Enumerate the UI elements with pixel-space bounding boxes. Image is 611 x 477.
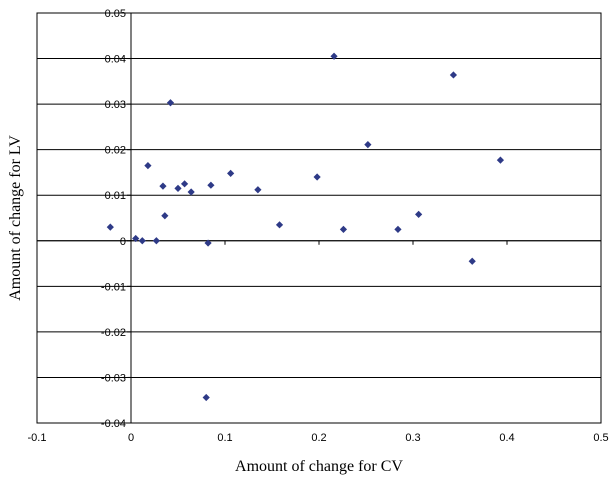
data-point [275, 221, 284, 229]
y-tick-label: 0 [120, 236, 126, 248]
x-tick-label: 0.5 [593, 432, 608, 444]
data-point [152, 237, 160, 245]
y-tick-label: 0.01 [105, 190, 126, 202]
plot-area [36, 12, 602, 424]
data-point [449, 71, 458, 79]
y-axis-ticks: -0.04 -0.03 -0.02 -0.01 0 0.01 0.02 0.03 0.04 0.0… [101, 8, 131, 430]
y-tick-label: 0.04 [105, 54, 126, 66]
data-point [254, 186, 262, 194]
data-point [394, 225, 402, 233]
x-tick-label: 0.4 [499, 432, 514, 444]
data-points [106, 52, 505, 402]
data-point [339, 225, 348, 233]
data-point [187, 188, 195, 196]
data-point [202, 393, 210, 402]
y-tick-label: -0.03 [101, 372, 126, 384]
data-point [227, 169, 235, 177]
x-axis-ticks: -0.1 0 0.1 0.2 0.3 0.4 0.5 [28, 240, 609, 444]
y-tick-label: -0.01 [101, 281, 126, 293]
data-point [106, 223, 114, 231]
y-tick-label: -0.02 [101, 327, 126, 339]
x-tick-label: 0.2 [311, 432, 326, 444]
data-point [174, 184, 182, 192]
data-point [496, 156, 505, 164]
data-point [159, 182, 167, 190]
data-point [364, 141, 372, 149]
y-tick-label: 0.02 [105, 145, 126, 157]
y-tick-label: -0.04 [101, 418, 126, 430]
data-point [132, 234, 140, 243]
data-point [166, 99, 175, 107]
x-tick-label: 0.3 [405, 432, 420, 444]
data-point [207, 181, 215, 189]
data-point [138, 237, 146, 245]
x-tick-label: 0 [128, 432, 134, 444]
y-tick-label: 0.03 [105, 99, 126, 111]
data-point [144, 162, 152, 170]
data-point [330, 52, 338, 60]
data-point [161, 212, 169, 220]
data-point [180, 180, 189, 188]
y-tick-label: 0.05 [105, 8, 126, 20]
data-point [468, 257, 476, 265]
x-axis-title: Amount of change for CV [235, 458, 403, 475]
data-point [415, 210, 423, 218]
y-axis-title: Amount of change for LV [7, 135, 24, 301]
x-tick-label: 0.1 [217, 432, 232, 444]
data-point [313, 173, 321, 181]
data-point [204, 239, 212, 247]
x-tick-label: -0.1 [28, 432, 47, 444]
